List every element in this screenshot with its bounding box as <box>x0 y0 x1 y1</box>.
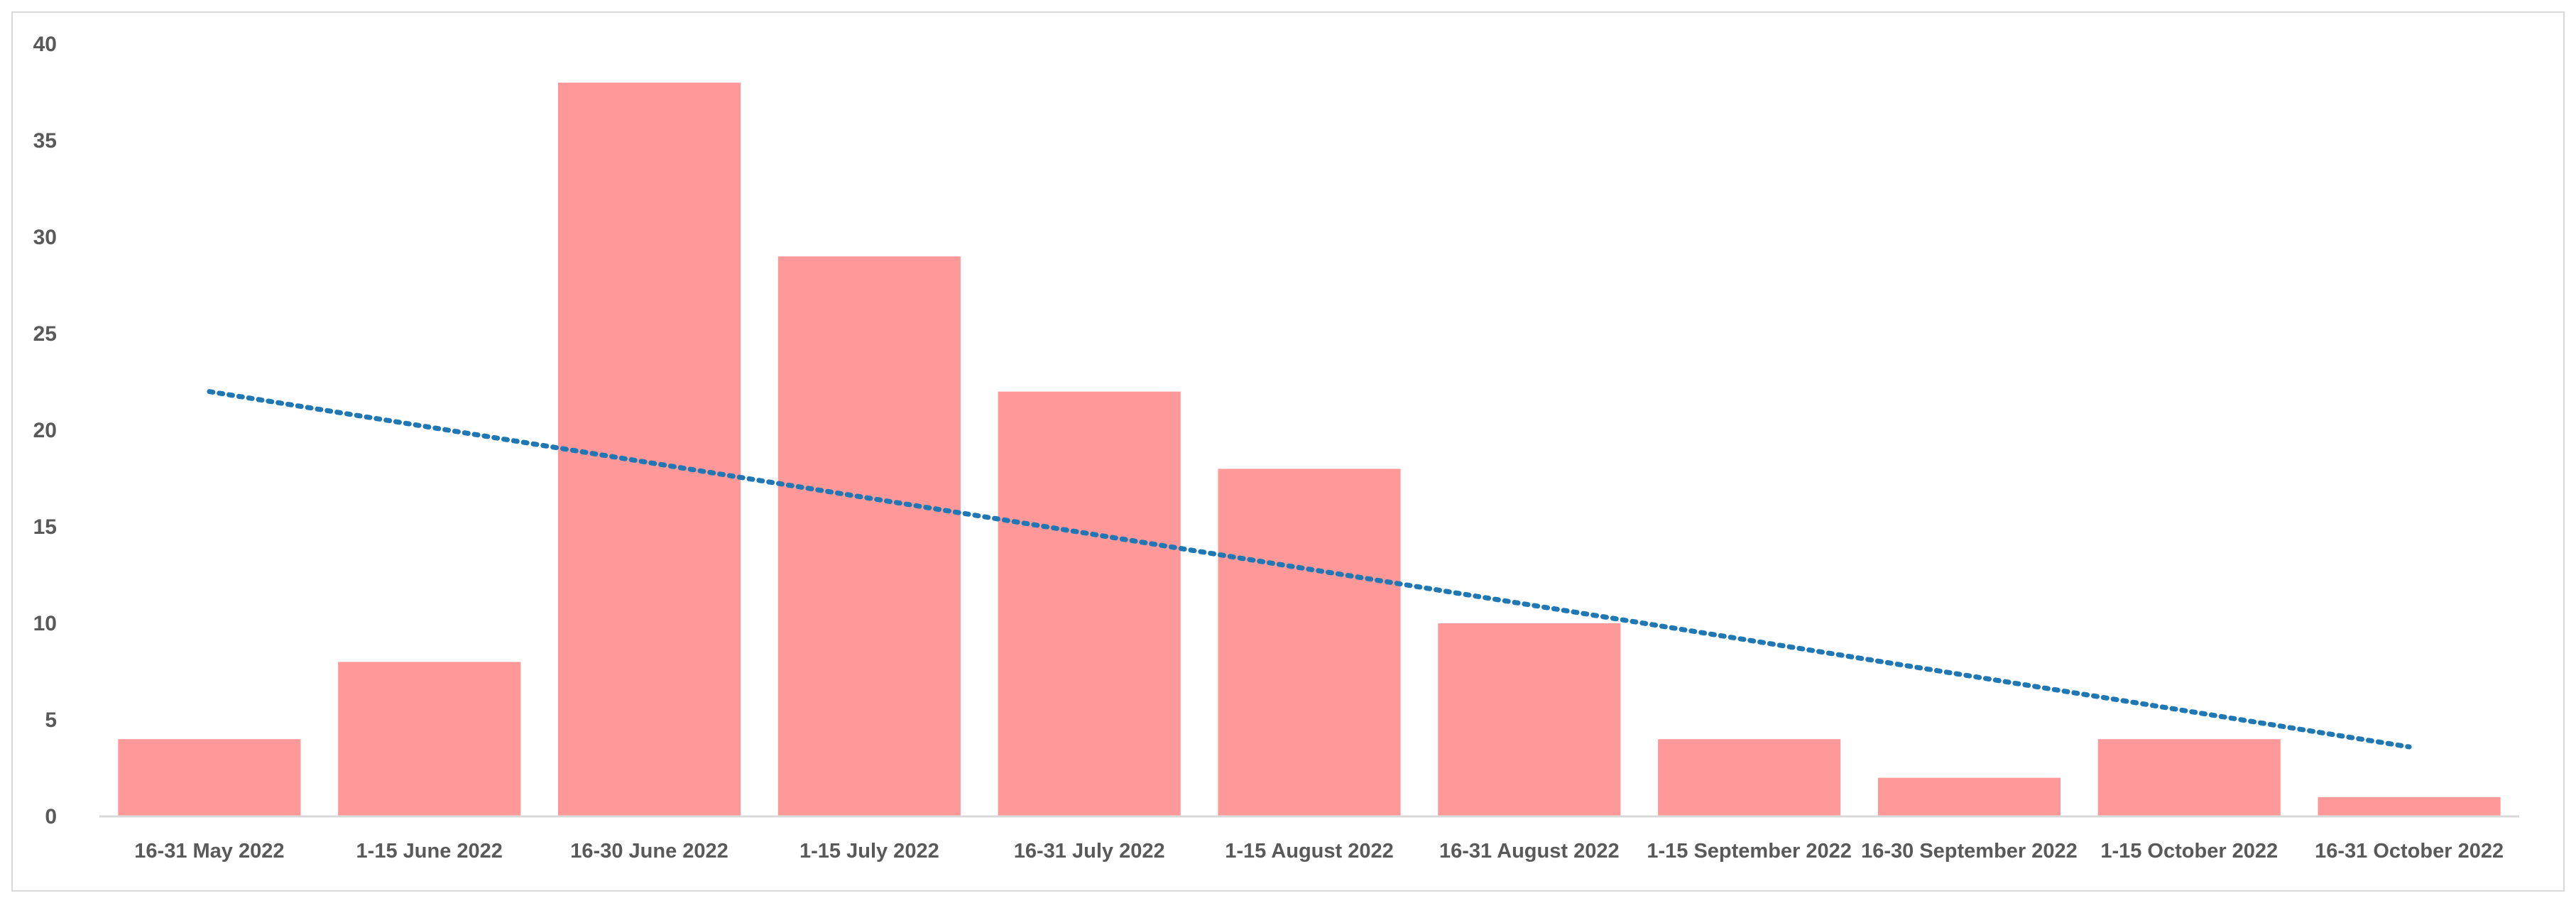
y-tick-label: 35 <box>33 129 57 153</box>
bar <box>118 739 301 816</box>
bar <box>998 391 1181 816</box>
x-category-label: 1-15 September 2022 <box>1647 840 1852 863</box>
y-tick-label: 20 <box>33 419 57 442</box>
y-tick-label: 0 <box>45 805 57 828</box>
trendline <box>207 389 2412 750</box>
y-axis-ticks: 0 5 10 15 20 25 30 35 40 <box>33 33 57 828</box>
x-axis-labels: 16-31 May 2022 1-15 June 2022 16-30 June 2… <box>134 840 2504 863</box>
y-tick-label: 40 <box>33 33 57 56</box>
x-category-label: 1-15 June 2022 <box>356 840 503 863</box>
bar <box>1877 777 2061 816</box>
y-tick-label: 15 <box>33 515 57 539</box>
x-category-label: 16-30 September 2022 <box>1861 840 2078 863</box>
y-tick-label: 30 <box>33 226 57 249</box>
y-tick-label: 25 <box>33 322 57 346</box>
y-tick-label: 5 <box>45 708 57 732</box>
x-category-label: 1-15 October 2022 <box>2100 840 2278 863</box>
bar <box>338 662 521 816</box>
x-category-label: 16-31 May 2022 <box>134 840 284 863</box>
x-category-label: 16-31 October 2022 <box>2315 840 2504 863</box>
y-tick-label: 10 <box>33 612 57 635</box>
x-category-label: 1-15 July 2022 <box>799 840 939 863</box>
bars <box>118 82 2501 816</box>
bar <box>1218 469 1401 816</box>
x-category-label: 16-31 August 2022 <box>1439 840 1620 863</box>
bar <box>2318 797 2501 816</box>
x-category-label: 1-15 August 2022 <box>1225 840 1393 863</box>
bar <box>1658 739 1841 816</box>
bar <box>557 82 741 816</box>
bar <box>2097 739 2281 816</box>
x-category-label: 16-30 June 2022 <box>570 840 728 863</box>
bar <box>777 256 961 816</box>
bar <box>1438 623 1621 816</box>
x-category-label: 16-31 July 2022 <box>1014 840 1165 863</box>
